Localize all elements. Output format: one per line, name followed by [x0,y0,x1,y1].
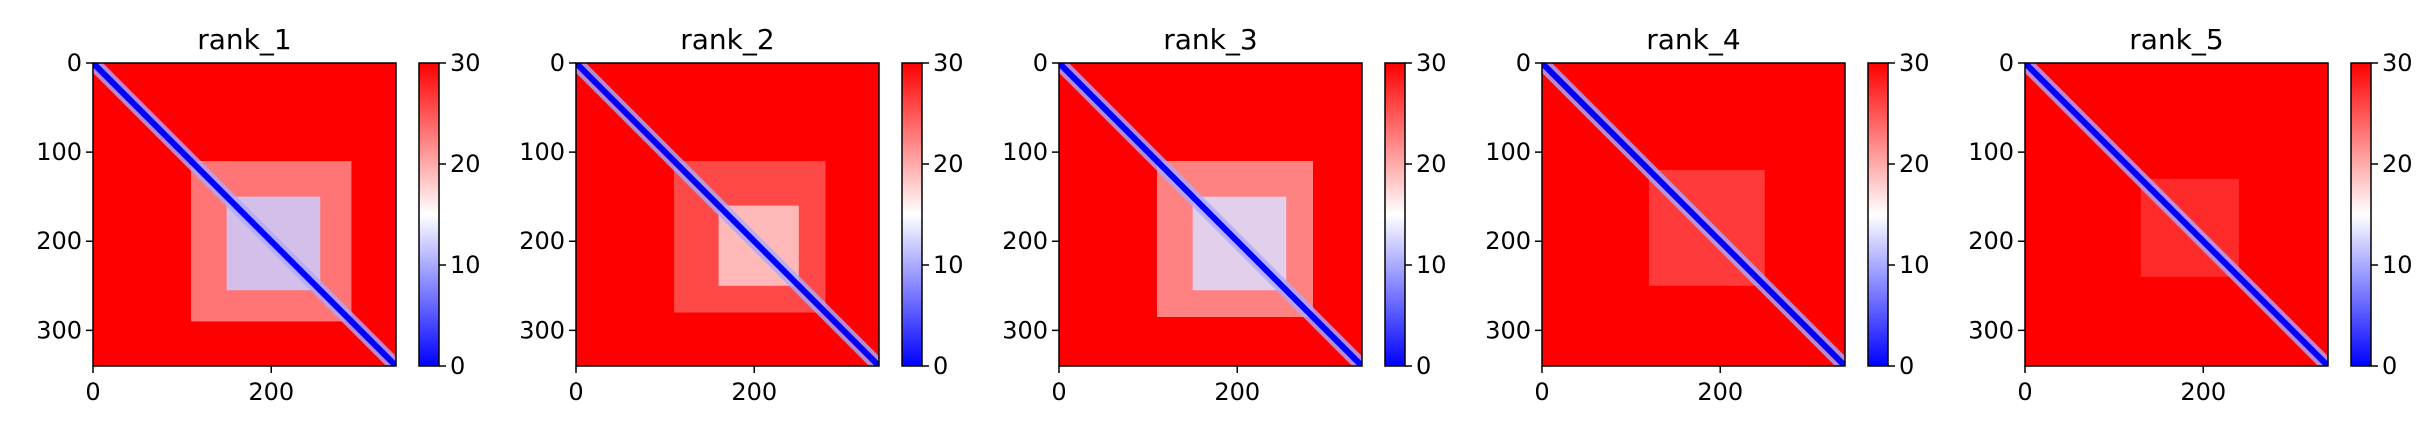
colorbar-tick-label-5-0: 0 [2382,352,2397,380]
y-tick-label-5-100: 100 [1968,138,2014,166]
panel-title-1: rank_1 [197,23,291,56]
colorbar-frame-1 [418,62,440,367]
colorbar-tick-label-1-30: 30 [450,49,481,77]
y-tick-label-1-100: 100 [36,138,82,166]
colorbar-frame-3 [1384,62,1406,367]
colorbar-tick-label-3-10: 10 [1416,251,1447,279]
y-tick-label-1-200: 200 [36,227,82,255]
colorbar-tick-label-2-0: 0 [933,352,948,380]
y-tick-label-1-0: 0 [67,49,82,77]
y-tick-label-5-200: 200 [1968,227,2014,255]
heatmap-panel-5: rank_5 0 100 200 300 0 200 0 10 20 30 [1968,23,2412,406]
colorbar-tick-label-2-30: 30 [933,49,964,77]
colorbar-tick-label-3-0: 0 [1416,352,1431,380]
colorbar-3 [1385,63,1405,366]
panel-title-3: rank_3 [1163,23,1257,56]
y-tick-label-2-300: 300 [519,316,565,344]
y-tick-label-4-300: 300 [1485,316,1531,344]
x-tick-label-5-0: 0 [2017,378,2032,406]
axes-frame-5 [2024,62,2329,367]
x-tick-label-4-200: 200 [1697,378,1743,406]
y-tick-label-2-100: 100 [519,138,565,166]
axes-frame-1 [92,62,397,367]
heatmap-diagonal-5 [2025,63,2328,366]
colorbar-tick-label-4-0: 0 [1899,352,1914,380]
colorbar-tick-label-3-30: 30 [1416,49,1447,77]
x-tick-label-1-200: 200 [248,378,294,406]
y-tick-label-4-0: 0 [1516,49,1531,77]
y-tick-label-1-300: 300 [36,316,82,344]
colorbar-4 [1868,63,1888,366]
colorbar-tick-label-5-30: 30 [2382,49,2413,77]
colorbar-frame-4 [1867,62,1889,367]
heatmap-area-5 [2025,63,2328,366]
y-tick-label-3-0: 0 [1033,49,1048,77]
y-tick-label-3-200: 200 [1002,227,1048,255]
x-tick-label-3-0: 0 [1051,378,1066,406]
colorbar-tick-label-2-20: 20 [933,150,964,178]
heatmap-diagonal-3 [1059,63,1362,366]
heatmap-diagonal-4 [1542,63,1845,366]
colorbar-tick-label-1-20: 20 [450,150,481,178]
x-tick-label-1-0: 0 [85,378,100,406]
heatmap-panel-4: rank_4 0 100 200 300 0 200 0 10 20 30 [1485,23,1929,406]
colorbar-tick-label-4-20: 20 [1899,150,1930,178]
y-tick-label-2-0: 0 [550,49,565,77]
y-tick-label-2-200: 200 [519,227,565,255]
y-tick-label-5-0: 0 [1999,49,2014,77]
heatmap-diagonal-2 [576,63,879,366]
x-tick-label-2-200: 200 [731,378,777,406]
y-tick-label-4-200: 200 [1485,227,1531,255]
x-tick-label-3-200: 200 [1214,378,1260,406]
colorbar-tick-label-3-20: 20 [1416,150,1447,178]
colorbar-2 [902,63,922,366]
colorbar-frame-5 [2350,62,2372,367]
colorbar-tick-label-4-30: 30 [1899,49,1930,77]
y-tick-label-3-100: 100 [1002,138,1048,166]
x-tick-label-2-0: 0 [568,378,583,406]
colorbar-tick-label-5-20: 20 [2382,150,2413,178]
colorbar-frame-2 [901,62,923,367]
x-tick-label-4-0: 0 [1534,378,1549,406]
heatmap-area-3 [1059,63,1362,366]
x-tick-label-5-200: 200 [2180,378,2226,406]
axes-frame-4 [1541,62,1846,367]
axes-frame-3 [1058,62,1363,367]
colorbar-tick-label-5-10: 10 [2382,251,2413,279]
heatmap-area-2 [576,63,879,366]
heatmap-area-4 [1542,63,1845,366]
axes-frame-2 [575,62,880,367]
colorbar-5 [2351,63,2371,366]
heatmap-area-1 [93,63,396,366]
heatmap-panel-1: rank_1 0 100 200 300 0 200 0 10 20 30 [36,23,480,406]
panel-title-4: rank_4 [1646,23,1740,56]
y-tick-label-4-100: 100 [1485,138,1531,166]
colorbar-tick-label-1-10: 10 [450,251,481,279]
colorbar-tick-label-1-0: 0 [450,352,465,380]
y-tick-label-5-300: 300 [1968,316,2014,344]
colorbar-tick-label-4-10: 10 [1899,251,1930,279]
y-tick-label-3-300: 300 [1002,316,1048,344]
panel-title-5: rank_5 [2129,23,2223,56]
heatmap-panel-2: rank_2 0 100 200 300 0 200 0 10 20 30 [519,23,963,406]
colorbar-1 [419,63,439,366]
heatmap-panel-3: rank_3 0 100 200 300 0 200 0 10 20 30 [1002,23,1446,406]
colorbar-tick-label-2-10: 10 [933,251,964,279]
heatmap-diagonal-1 [93,63,396,366]
panel-title-2: rank_2 [680,23,774,56]
